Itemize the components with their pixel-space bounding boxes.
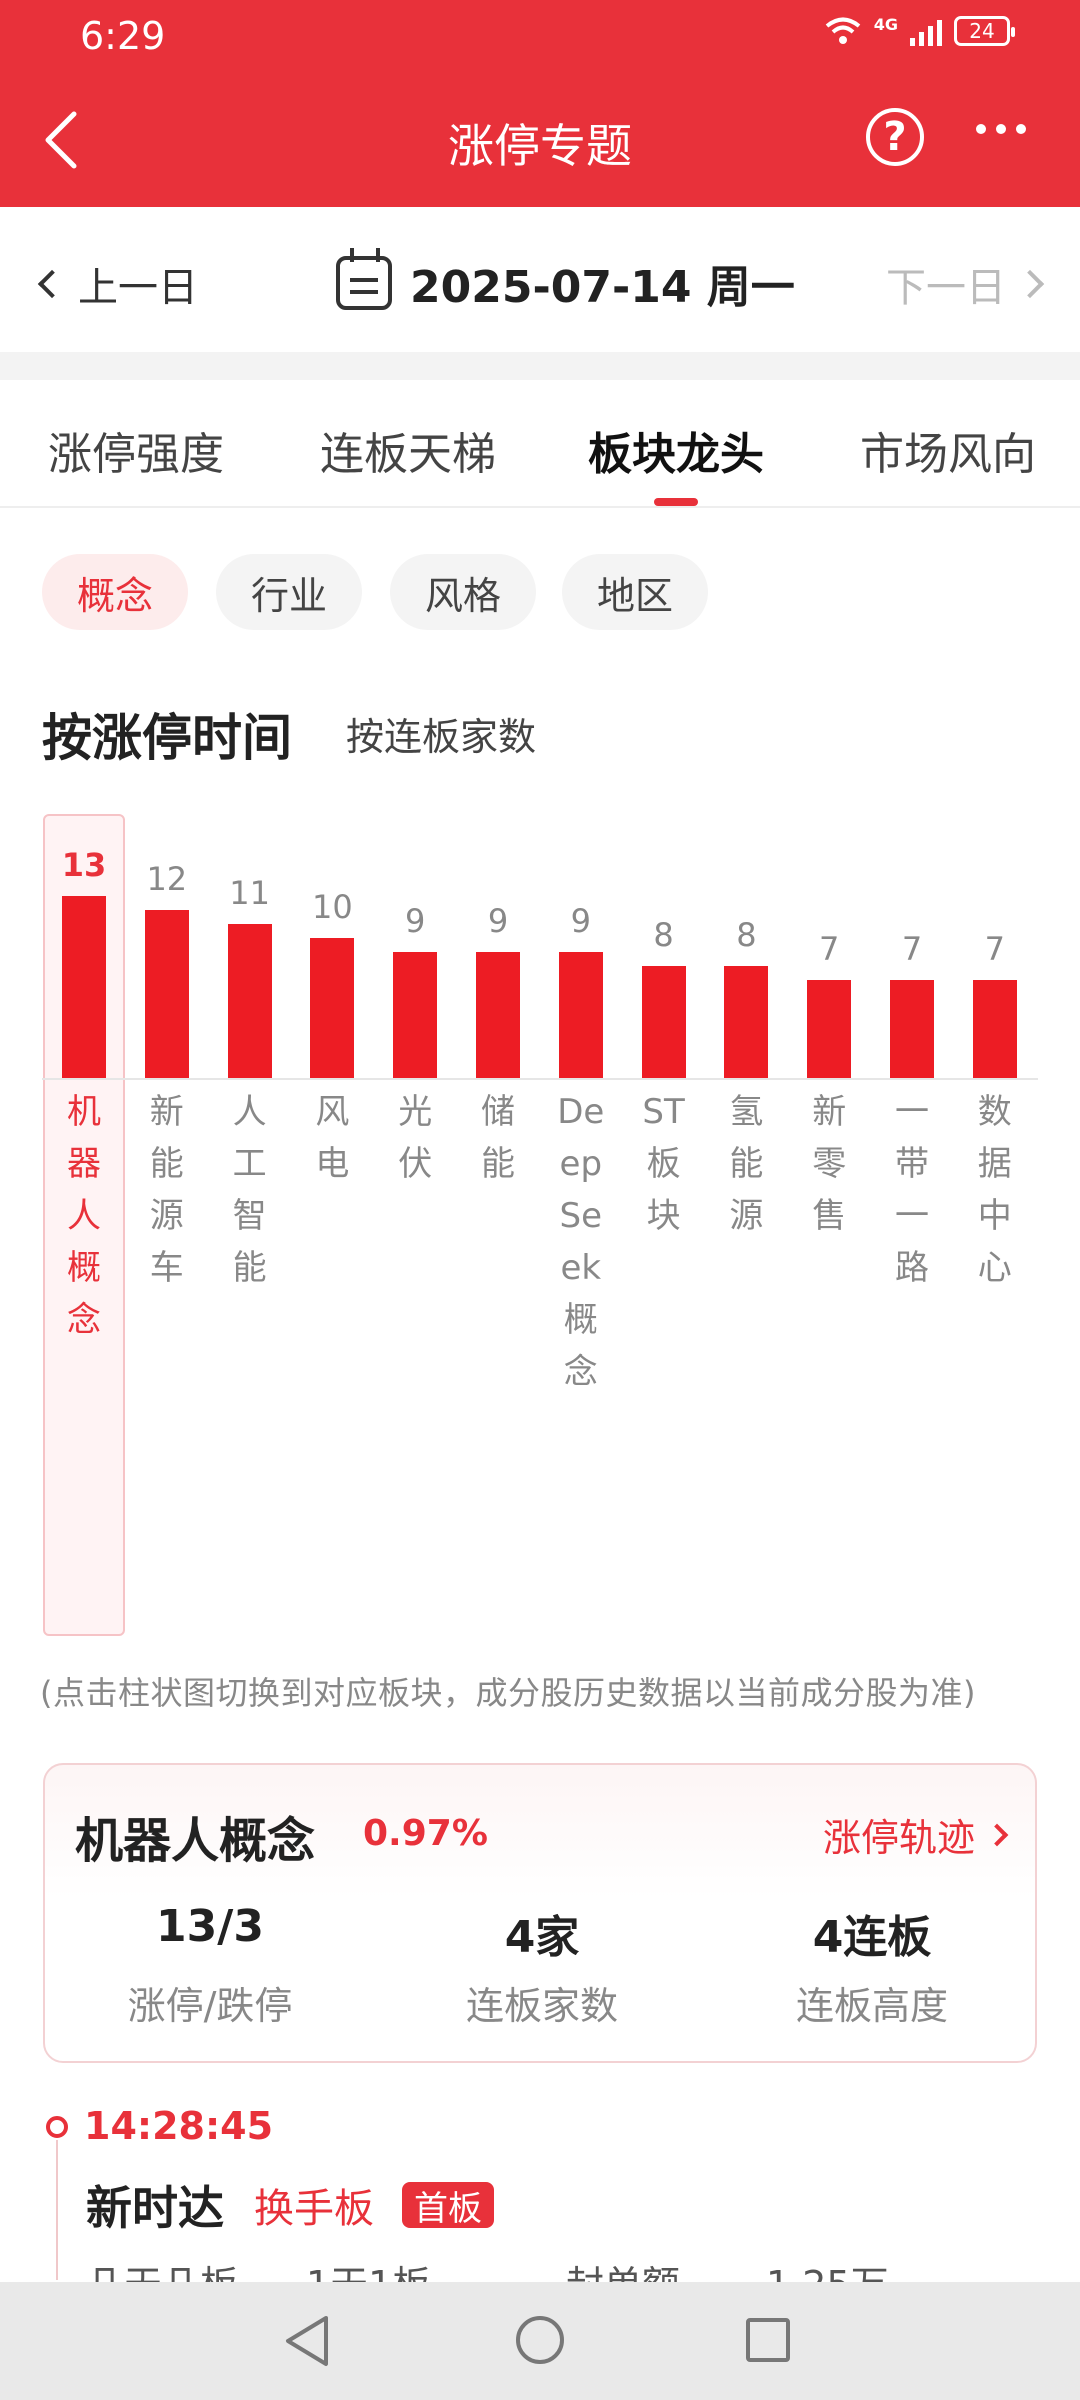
chip-concept[interactable]: 概念 (42, 554, 188, 630)
nav-home-icon[interactable] (516, 2316, 564, 2364)
chart-category-label[interactable]: 新能源车 (149, 1092, 184, 1288)
network-type: 4G (873, 14, 898, 34)
chart-bar[interactable] (476, 952, 520, 1078)
nav-recent-icon[interactable] (746, 2318, 790, 2362)
chart-category-label[interactable]: 机器人概念 (67, 1092, 101, 1340)
prev-day-button[interactable]: 上一日 (37, 255, 198, 313)
status-time: 6:29 (80, 14, 166, 58)
date-bar: 上一日 2025-07-14 周一 下一日 (0, 207, 1080, 352)
chart-bar-value: 7 (819, 930, 840, 968)
stock-limit-type: 换手板 (254, 2186, 374, 2232)
tab-limit-strength[interactable]: 涨停强度 (48, 429, 224, 480)
chip-region[interactable]: 地区 (562, 554, 708, 630)
more-icon[interactable] (976, 124, 1026, 134)
chart-bar-value: 10 (312, 888, 353, 926)
chip-industry[interactable]: 行业 (216, 554, 362, 630)
chart-bar-value: 7 (901, 930, 923, 968)
tab-bar: 涨停强度 连板天梯 板块龙头 市场风向 (0, 380, 1080, 508)
chart-bar[interactable] (641, 966, 686, 1078)
battery-icon: 24 (954, 16, 1015, 46)
chart-category-label[interactable]: ST板块 (642, 1092, 685, 1236)
chart-bar[interactable] (724, 966, 769, 1078)
chart-category-label[interactable]: 人工智能 (232, 1092, 267, 1288)
chevron-left-icon (37, 269, 67, 299)
next-day-button[interactable]: 下一日 (886, 255, 1045, 313)
chart-bar[interactable] (310, 938, 355, 1078)
chart-bar[interactable] (558, 952, 603, 1078)
chevron-right-icon (985, 1823, 1009, 1846)
sort-by-consecutive[interactable]: 按连板家数 (346, 715, 537, 759)
timeline-time: 14:28:45 (84, 2104, 274, 2148)
chart-category-label[interactable]: DeepSeek概念 (557, 1092, 605, 1392)
sort-by-time[interactable]: 按涨停时间 (42, 709, 292, 767)
prev-day-label: 上一日 (78, 265, 198, 311)
tab-sector-leaders[interactable]: 板块龙头 (588, 429, 764, 480)
chart-bar[interactable] (227, 924, 272, 1078)
chart-baseline (42, 1078, 1038, 1080)
date-picker[interactable]: 2025-07-14 周一 (336, 248, 795, 315)
timeline-dot (46, 2116, 68, 2138)
chart-bar-value: 11 (229, 874, 270, 912)
chip-style[interactable]: 风格 (390, 554, 536, 630)
stat-value-limit: 13/3 (156, 1901, 264, 1952)
chart-bar[interactable] (807, 980, 852, 1078)
tab-market-trend[interactable]: 市场风向 (860, 429, 1036, 480)
calendar-icon (336, 248, 392, 310)
chart-category-label[interactable]: 数据中心 (977, 1092, 1012, 1288)
chart-bar-value: 8 (736, 916, 757, 954)
chart-bar[interactable] (890, 980, 934, 1078)
limit-trace-link[interactable]: 涨停轨迹 (822, 1807, 1009, 1862)
timeline-line (56, 2140, 58, 2280)
sector-change: 0.97% (363, 1813, 488, 1854)
chart-bar-value: 9 (487, 902, 509, 940)
chart-category-label[interactable]: 新零售 (812, 1092, 847, 1236)
chart-category-label[interactable]: 风电 (315, 1092, 350, 1184)
chart-bar-value: 9 (570, 902, 591, 940)
status-icons: 4G 24 (824, 14, 1015, 46)
stock-badge: 首板 (402, 2182, 494, 2229)
chevron-right-icon (1015, 269, 1045, 299)
stat-value-height: 4连板 (812, 1912, 932, 1963)
chart-bar[interactable] (144, 910, 189, 1078)
sector-summary-card: 机器人概念 0.97% 涨停轨迹 13/3 涨停/跌停 4家 连板家数 4连板 … (43, 1763, 1037, 2063)
page-title: 涨停专题 (448, 119, 632, 173)
stat-label-limit: 涨停/跌停 (127, 1984, 293, 2028)
stat-label-count: 连板家数 (465, 1984, 618, 2028)
next-day-label: 下一日 (886, 265, 1006, 311)
limit-trace-label: 涨停轨迹 (822, 1816, 975, 1860)
chart-category-label[interactable]: 氢能源 (729, 1092, 764, 1236)
chart-bar[interactable] (972, 980, 1017, 1078)
chart-bar-value: 9 (405, 902, 426, 940)
tab-consecutive-ladder[interactable]: 连板天梯 (320, 429, 496, 480)
chart-bar-value: 13 (61, 846, 107, 884)
back-arrow-icon[interactable] (40, 108, 84, 172)
stat-value-count: 4家 (504, 1912, 580, 1963)
chart-hint: (点击柱状图切换到对应板块，成分股历史数据以当前成分股为准) (40, 1674, 976, 1712)
active-tab-indicator (654, 498, 698, 506)
app-header: 6:29 4G 24 涨停专题 ? (0, 0, 1080, 207)
wifi-icon (825, 17, 860, 44)
current-date: 2025-07-14 周一 (410, 262, 795, 313)
chart-category-label[interactable]: 光伏 (398, 1092, 433, 1184)
chart-bar[interactable] (393, 952, 438, 1078)
sector-bar-chart: 13 机器人概念 12 新能源车 11 人工智能 10 风电 9 光伏 9 储能 9 DeepSeek概念… (0, 800, 1080, 1650)
stock-name[interactable]: 新时达 (86, 2181, 224, 2235)
sector-name: 机器人概念 (75, 1813, 316, 1869)
chart-bar[interactable] (62, 896, 106, 1078)
chart-category-label[interactable]: 一带一路 (895, 1092, 929, 1288)
divider (0, 352, 1080, 380)
chart-bar-value: 8 (653, 916, 674, 954)
chart-bar-value: 12 (146, 860, 188, 898)
nav-back-icon[interactable] (282, 2314, 332, 2368)
signal-icon (910, 16, 942, 46)
chart-bar-value: 7 (984, 930, 1005, 968)
chart-category-label[interactable]: 储能 (481, 1092, 515, 1184)
help-icon[interactable]: ? (866, 108, 924, 166)
stat-label-height: 连板高度 (795, 1984, 948, 2028)
